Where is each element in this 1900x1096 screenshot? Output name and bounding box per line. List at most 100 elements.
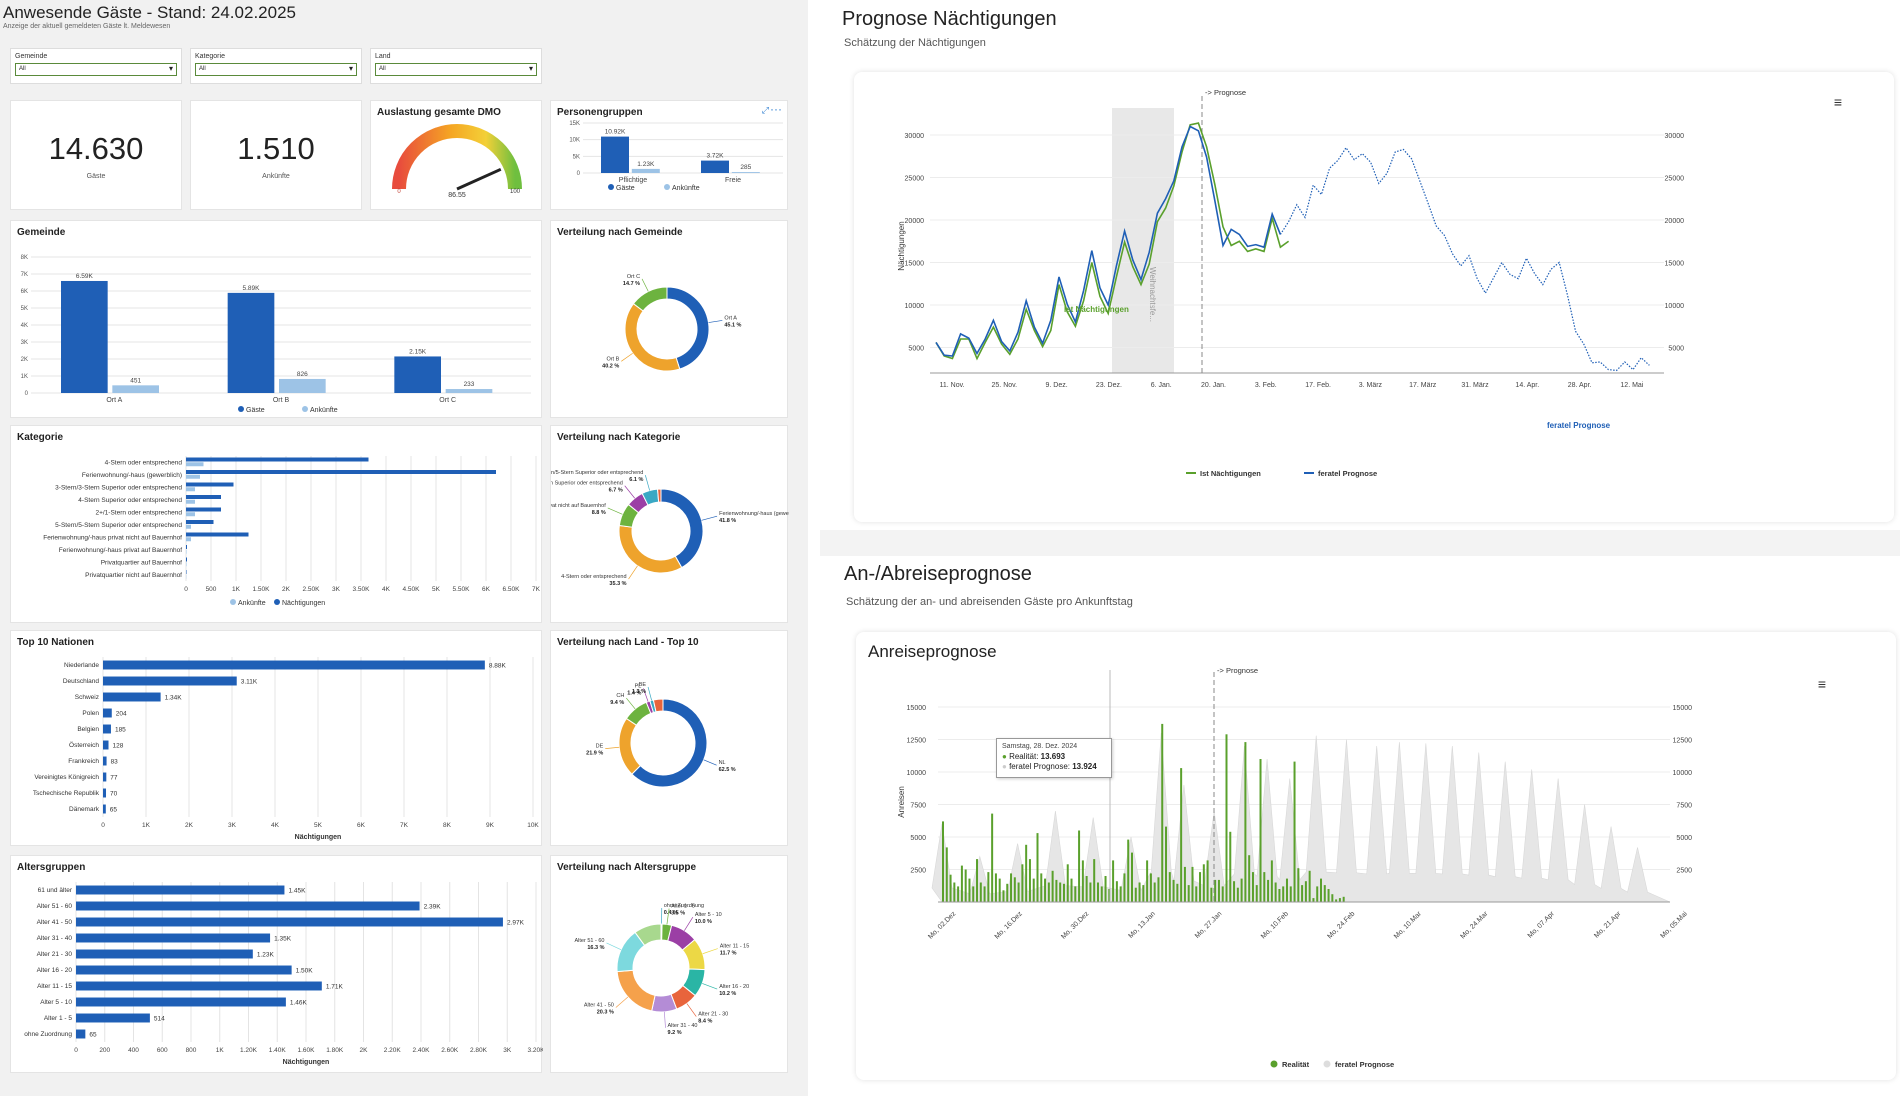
more-icon[interactable]: ··· <box>770 102 782 116</box>
category-label: Alter 11 - 15 <box>37 983 72 990</box>
bar <box>1021 864 1024 902</box>
tooltip-line-1: ● Realität: 13.693 <box>1002 752 1066 761</box>
tooltip-label: Realität: <box>1009 752 1041 761</box>
legend-marker <box>664 184 670 190</box>
data-label: 77 <box>110 775 118 782</box>
donut-slice <box>618 524 683 574</box>
leader-line <box>621 352 633 362</box>
data-label: 204 <box>116 711 127 718</box>
tick-label: 17. März <box>1409 382 1437 389</box>
bar <box>1025 844 1028 902</box>
tick-label: 600 <box>157 1047 168 1054</box>
gemeinde-chart: 0 1K 2K 3K 4K 5K 6K 7K 8K Ort A 6.59K 451 Ort B 5.89K… <box>21 255 531 414</box>
tick-label: 3.50K <box>353 586 371 593</box>
leader-line <box>643 688 649 702</box>
donut-slice <box>632 286 668 312</box>
tick-label: 0 <box>184 586 188 593</box>
tick-label: 1K <box>21 374 28 380</box>
bar <box>1149 873 1152 902</box>
tick-label: 28. Apr. <box>1568 382 1592 389</box>
bar <box>731 172 760 173</box>
bar <box>953 882 956 902</box>
series-feratel-line <box>935 125 1282 357</box>
bar <box>1304 881 1307 902</box>
bar <box>1206 860 1209 902</box>
bar <box>103 772 107 782</box>
bar <box>1047 882 1050 902</box>
slice-value: 0.4 % <box>664 910 678 916</box>
tooltip-label: feratel Prognose: <box>1009 762 1073 771</box>
bar <box>1187 885 1190 902</box>
tick-label: Mo, 16.Dez <box>994 910 1025 941</box>
bar <box>1134 887 1137 902</box>
bar <box>186 570 187 574</box>
gauge-max-label: 100 <box>510 189 521 195</box>
bar <box>394 356 441 393</box>
land-select[interactable]: All <box>375 63 537 76</box>
filter-label: Land <box>375 53 391 60</box>
chart-menu-icon[interactable]: ≡ <box>1817 676 1826 692</box>
abreise-title: An-/Abreiseprognose <box>844 563 1032 585</box>
data-label: 65 <box>89 1032 97 1039</box>
bar <box>964 869 967 902</box>
data-label: 1.23K <box>257 952 275 959</box>
slice-value: 1.3 % <box>632 689 646 695</box>
kpi-ankuenfte: 1.510 Ankünfte <box>190 100 362 210</box>
tick-label: Mo, 21.Apr <box>1593 910 1623 940</box>
tick-label-right: 20000 <box>1665 218 1685 225</box>
donut-slice <box>618 717 642 775</box>
tooltip: Samstag, 28. Dez. 2024 ● Realität: 13.69… <box>996 738 1112 778</box>
expand-icon[interactable]: ⤢ <box>761 105 769 115</box>
bar <box>942 821 944 902</box>
kategorie-select[interactable]: All <box>195 63 357 76</box>
bar <box>1062 883 1065 902</box>
slice-value: 45.1 % <box>724 322 741 328</box>
chart-menu-icon[interactable]: ≡ <box>1833 94 1842 110</box>
tick-label: 800 <box>186 1047 197 1054</box>
data-label: 1.34K <box>165 695 183 702</box>
bar <box>76 965 292 975</box>
donut-slice <box>624 302 681 372</box>
axis-label: Nächtigungen <box>283 1059 330 1066</box>
data-label: 3.72K <box>707 153 725 160</box>
bar <box>1240 878 1243 902</box>
tick-label-right: 2500 <box>1676 868 1692 875</box>
data-label: 1.50K <box>296 968 314 975</box>
bar <box>1165 826 1168 902</box>
leader-line <box>645 475 651 491</box>
bar <box>445 389 493 393</box>
bar <box>1278 889 1281 902</box>
tick-label: 2K <box>360 1047 369 1054</box>
legend-label: Gäste <box>616 185 635 192</box>
card-title: Kategorie <box>17 432 64 443</box>
bar <box>1183 866 1186 902</box>
leader-line <box>647 686 652 701</box>
tick-label: 8K <box>21 255 28 261</box>
bar <box>979 882 982 902</box>
slice-name: Ferienwohnung/-haus (gewerblich) <box>719 511 789 517</box>
bar <box>1233 881 1236 902</box>
gemeinde-card: Gemeinde 0 1K 2K 3K 4K 5K 6K 7K 8K Ort A 6.59K 451 O… <box>10 220 542 418</box>
bar <box>1251 872 1254 902</box>
donut-slice <box>652 698 664 713</box>
category-label: Deutschland <box>63 678 100 685</box>
bar <box>1217 879 1220 902</box>
slice-name: DE <box>596 744 604 750</box>
card-title: Verteilung nach Gemeinde <box>557 227 683 238</box>
personengruppen-chart: 0 5K 10K 15K Pflichtige 10.92K 1.23K Freie 3.72K… <box>569 121 783 192</box>
bar <box>186 532 249 537</box>
category-label: Ort C <box>439 397 456 404</box>
tick-label: 2.80K <box>470 1047 488 1054</box>
bar <box>103 708 112 718</box>
bar <box>186 520 214 524</box>
gemeinde-select[interactable]: All <box>15 63 177 76</box>
slice-name: Alter 21 - 30 <box>698 1012 728 1018</box>
data-label: 1.71K <box>326 984 344 991</box>
tick-label: 3K <box>503 1047 512 1054</box>
category-label: Alter 5 - 10 <box>40 999 72 1006</box>
data-label: 1.23K <box>637 161 655 168</box>
category-label: Alter 41 - 50 <box>37 919 73 926</box>
leader-line <box>663 1011 666 1028</box>
category-label: Tschechische Republik <box>33 790 100 797</box>
legend-marker <box>274 599 280 605</box>
